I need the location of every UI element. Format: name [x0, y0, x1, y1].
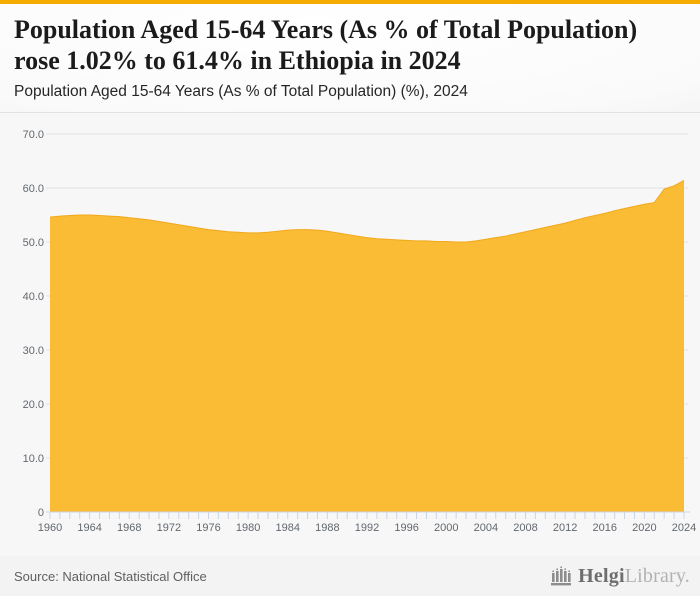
- x-axis-tick-label: 2004: [474, 522, 498, 534]
- y-axis-tick-label: 50.0: [23, 237, 44, 249]
- y-axis-tick-label: 30.0: [23, 345, 44, 357]
- y-axis-tick-label: 20.0: [23, 399, 44, 411]
- y-axis-tick-label: 10.0: [23, 453, 44, 465]
- chart-footer: Source: National Statistical Office Helg…: [0, 556, 700, 596]
- x-axis-tick-label: 1980: [236, 522, 260, 534]
- helgi-library-building-icon: [551, 566, 572, 586]
- x-axis-tick-label: 2000: [434, 522, 458, 534]
- x-axis-tick-label: 2016: [593, 522, 617, 534]
- chart-header: Population Aged 15-64 Years (As % of Tot…: [0, 4, 700, 113]
- x-axis-tick-label: 2024: [672, 522, 696, 534]
- population-area-series: [50, 180, 684, 512]
- accent-top-bar: [0, 0, 700, 4]
- x-axis-tick-label: 1988: [315, 522, 339, 534]
- x-axis-tick-label: 1972: [157, 522, 181, 534]
- x-axis-tick-label: 1996: [394, 522, 418, 534]
- y-axis-tick-label: 0: [38, 507, 44, 519]
- x-axis-tick-label: 1992: [355, 522, 379, 534]
- x-axis-tick-label: 2008: [513, 522, 537, 534]
- y-axis-tick-label: 40.0: [23, 291, 44, 303]
- x-axis-tick-label: 1984: [276, 522, 300, 534]
- y-axis-tick-label: 70.0: [23, 129, 44, 141]
- chart-subtitle: Population Aged 15-64 Years (As % of Tot…: [14, 83, 468, 100]
- source-label: Source: National Statistical Office: [14, 568, 207, 584]
- x-axis-tick-label: 1968: [117, 522, 141, 534]
- page-title: Population Aged 15-64 Years (As % of Tot…: [14, 15, 638, 75]
- area-chart-canvas: 0 10.0 20.0 30.0 40.0 50.0 60.0 70.0 1960 1964 196…: [23, 129, 697, 534]
- logo-word-library: Library.: [624, 564, 690, 587]
- population-area-series-edge: [49, 180, 685, 243]
- y-axis-tick-label: 60.0: [23, 183, 44, 195]
- helgi-library-logo[interactable]: HelgiLibrary.: [549, 564, 690, 588]
- area-chart: 0 10.0 20.0 30.0 40.0 50.0 60.0 70.0 1960 1964 196…: [0, 113, 700, 555]
- x-axis-tick-label: 1976: [196, 522, 220, 534]
- logo-word-helgi: Helgi: [578, 564, 625, 587]
- x-axis-tick-label: 2020: [632, 522, 656, 534]
- x-axis-tick-label: 1964: [77, 522, 101, 534]
- x-axis-tick-label: 1960: [38, 522, 62, 534]
- x-axis-tick-label: 2012: [553, 522, 577, 534]
- helgi-library-wordmark: HelgiLibrary.: [578, 565, 690, 588]
